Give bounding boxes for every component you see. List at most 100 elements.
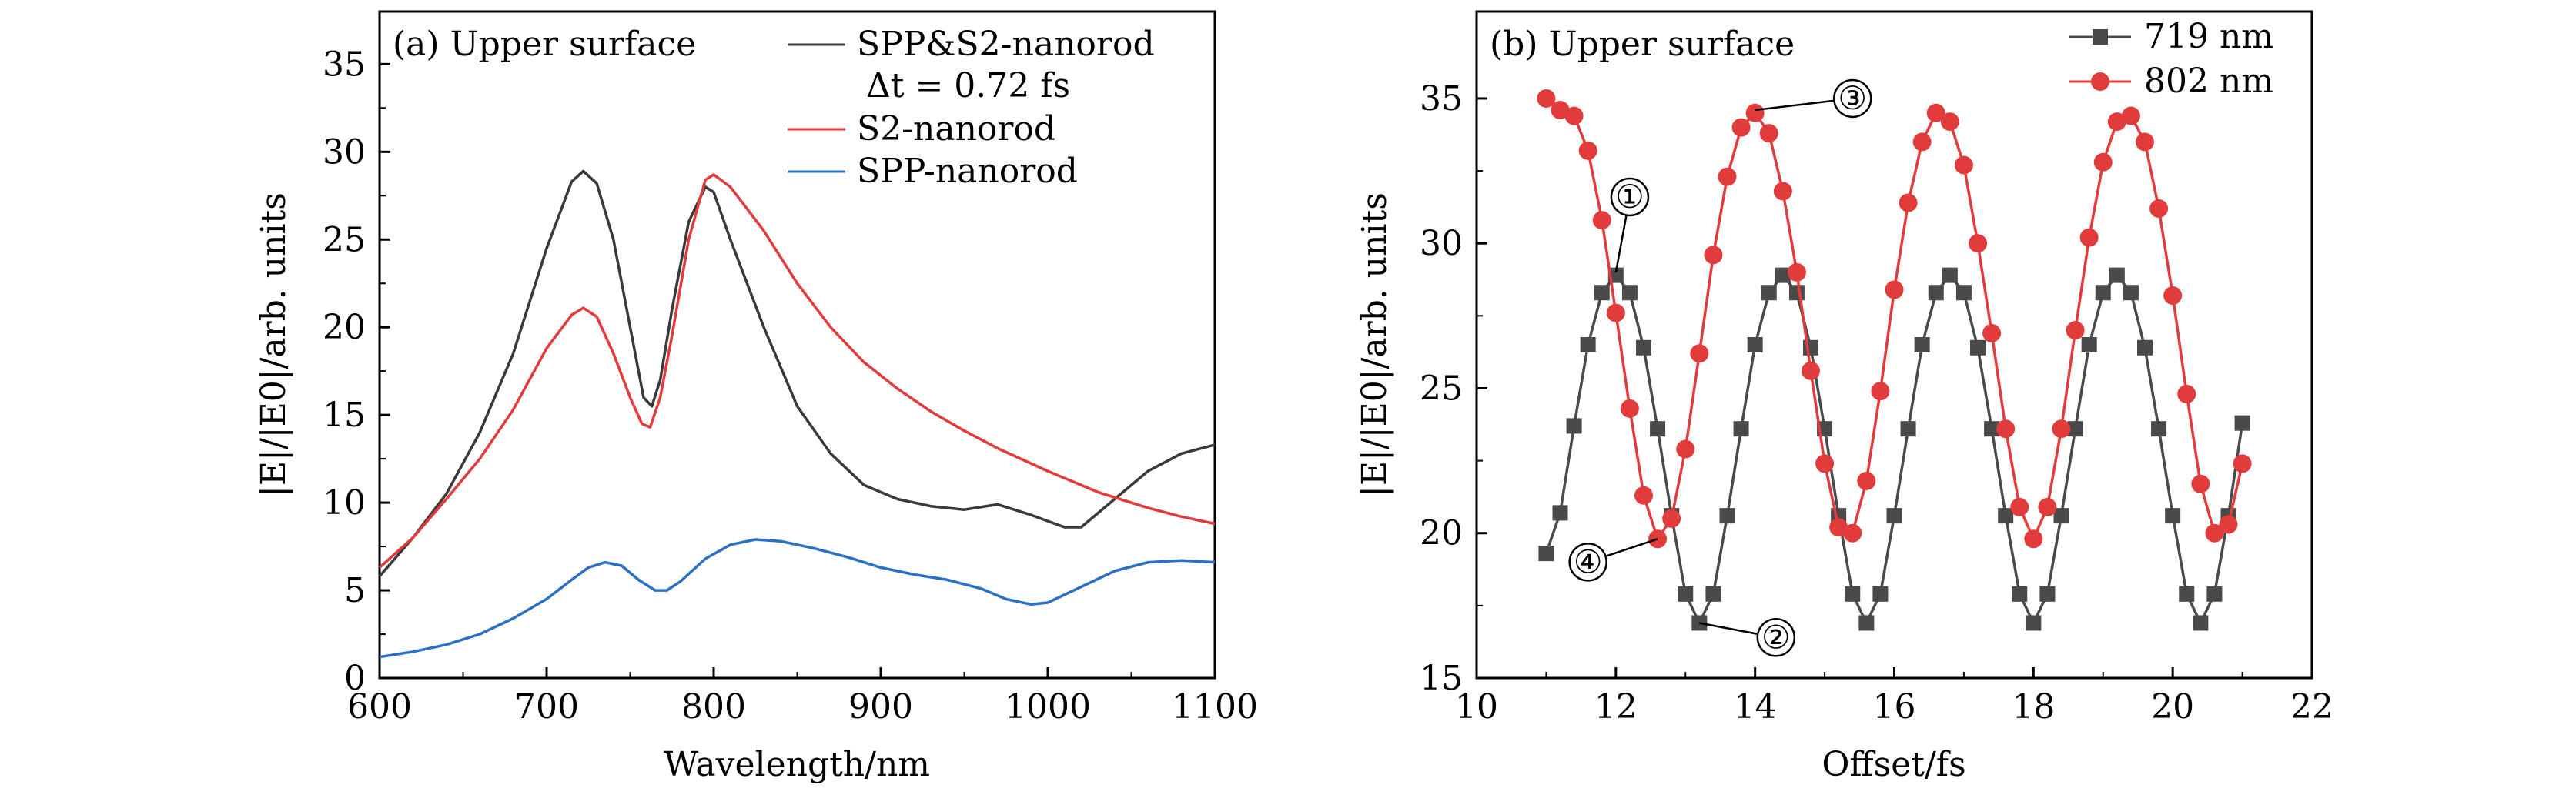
panel-b-series-1-point-13 <box>1718 167 1737 186</box>
annotation-label-3: ④ <box>1574 543 1603 580</box>
panel-a-legend: SPP&S2-nanorod Δt = 0.72 fs S2-nanorod S… <box>788 25 1155 191</box>
panel-b-title: (b) Upper surface <box>1490 25 1795 64</box>
panel-a-ytick-label-2: 10 <box>323 483 366 523</box>
panel-a-series-line-0 <box>378 169 1216 577</box>
panel-b-series-1-point-17 <box>1773 182 1792 201</box>
panel-b-series-0-point-13 <box>1719 508 1735 524</box>
panel-a-ticks: 600 700 800 900 1000 1100 0 5 10 15 20 25 30 35 <box>323 45 1258 727</box>
panel-b-series-0-point-26 <box>1900 421 1916 437</box>
panel-b-series-0-point-42 <box>2123 285 2139 301</box>
panel-b-series-1-point-10 <box>1676 439 1695 459</box>
panel-b-xtick-label-1: 12 <box>1594 687 1638 727</box>
annotation-circle-1 <box>1756 618 1796 657</box>
panel-b-series-1-point-11 <box>1690 344 1709 363</box>
annotation-circle-0 <box>1610 177 1650 217</box>
panel-b-series-0-point-38 <box>2067 421 2083 437</box>
panel-b-series-0-point-4 <box>1594 285 1610 301</box>
panel-b-series-1-point-38 <box>2066 321 2085 340</box>
panel-b-series-0-point-31 <box>1970 339 1986 356</box>
panel-b-series-1-point-5 <box>1606 303 1625 322</box>
panel-b-xtick-label-6: 22 <box>2290 687 2333 727</box>
panel-b-series-1-point-6 <box>1620 399 1639 418</box>
panel-b-xlabel: Offset/fs <box>1822 745 1965 784</box>
panel-b-series-0-point-50 <box>2234 415 2250 431</box>
panel-a-xtick-label-4: 1000 <box>1005 687 1091 727</box>
legend-b-label-2: 802 nm <box>2144 62 2273 101</box>
panel-b-series-0-point-35 <box>2026 615 2042 631</box>
panel-a-frame <box>378 10 1216 680</box>
panel-b-series-1-point-25 <box>1885 280 1904 299</box>
panel-b-series-1-point-28 <box>1926 103 1945 122</box>
panel-b-series-0-point-36 <box>2039 586 2056 602</box>
panel-b-series-0-point-10 <box>1678 586 1694 602</box>
panel-b-series-0-point-45 <box>2165 508 2181 524</box>
panel-b-xtick-label-0: 10 <box>1455 687 1498 727</box>
panel-b-series-1-point-32 <box>1982 323 2002 342</box>
panel-b-series-1-point-46 <box>2177 385 2196 404</box>
panel-b-series-1-point-50 <box>2233 454 2252 473</box>
panel-b-series-1-point-29 <box>1940 112 1959 132</box>
panel-b-series-0-point-48 <box>2206 586 2223 602</box>
panel-b-ylabel: |E|/|E0|/arb. units <box>1355 192 1394 497</box>
annotation-circle-3 <box>1568 543 1607 582</box>
panel-a-xtick-label-5: 1100 <box>1172 687 1258 727</box>
panel-b-series-1-point-9 <box>1662 509 1681 528</box>
panel-b-series-0-point-30 <box>1955 285 1972 301</box>
panel-a-series-line-1 <box>378 173 1216 569</box>
panel-b-series-1-point-43 <box>2136 132 2154 152</box>
panel-b-series-1-point-33 <box>1996 419 2016 439</box>
panel-a-ytick-label-6: 30 <box>323 132 366 172</box>
legend-b-marker-2 <box>2091 72 2109 91</box>
panel-b-ytick-label-3: 30 <box>1420 224 1463 263</box>
panel-a-ytick-label-7: 35 <box>323 45 366 84</box>
panel-b-series-1-point-35 <box>2024 529 2043 549</box>
panel-b-series-0-point-32 <box>1984 421 2000 437</box>
panel-b-series-1-point-3 <box>1578 141 1597 160</box>
panel-b-series-1-point-7 <box>1634 486 1653 505</box>
legend-a-label-1: SPP&S2-nanorod <box>857 25 1155 64</box>
panel-b-series-0-point-25 <box>1886 508 1902 524</box>
panel-a-ytick-label-1: 5 <box>344 571 366 610</box>
panel-b-series-0-point-37 <box>2053 508 2069 524</box>
panel-b-series-0-point-0 <box>1538 546 1554 562</box>
panel-b-series-1-point-34 <box>2010 497 2029 516</box>
panel-b-series-0-point-12 <box>1705 586 1721 602</box>
panel-a-series-line-2 <box>379 538 1216 659</box>
legend-b-marker-1 <box>2093 29 2108 45</box>
panel-b-series-0-point-8 <box>1650 421 1666 437</box>
panel-a-xtick-label-0: 600 <box>347 687 412 727</box>
panel-b-series-0-point-39 <box>2081 337 2097 352</box>
panel-a-ytick-label-5: 25 <box>323 220 366 259</box>
panel-a-xlabel: Wavelength/nm <box>664 745 930 784</box>
panel-b-series-0-point-27 <box>1914 337 1930 352</box>
panel-b-series-1-point-47 <box>2191 474 2210 493</box>
panel-b-series-1-point-24 <box>1871 382 1890 401</box>
panel-a-ytick-label-4: 20 <box>323 308 366 347</box>
panel-b-series-1-point-23 <box>1857 471 1876 490</box>
legend-b-label-1: 719 nm <box>2144 17 2273 56</box>
panel-b-series-1-point-12 <box>1704 246 1723 265</box>
panel-b-series-0-point-15 <box>1747 337 1763 352</box>
panel-b-series-1-point-37 <box>2052 419 2071 439</box>
panel-b-series-0-point-28 <box>1928 285 1944 301</box>
panel-b-series-1-point-4 <box>1592 211 1611 230</box>
panel-b-series-1-point-45 <box>2163 286 2183 305</box>
panel-b-series-0-point-46 <box>2179 586 2195 602</box>
panel-b-series-1-point-2 <box>1564 106 1584 125</box>
annotation-label-1: ② <box>1761 618 1791 656</box>
panel-b-series-0-point-2 <box>1566 418 1582 434</box>
panel-b-annotations: ① ② ③ ④ <box>1568 78 1872 657</box>
panel-b-series-0-point-24 <box>1872 586 1889 602</box>
panel-b-series-1-point-21 <box>1829 518 1848 537</box>
legend-a-label-1b: Δt = 0.72 fs <box>866 66 1070 105</box>
panel-b-series-1-point-22 <box>1843 523 1862 543</box>
panel-b-series-1-point-19 <box>1802 361 1820 380</box>
annotation-label-0: ① <box>1615 178 1644 215</box>
panel-b-series-1-point-20 <box>1815 454 1835 473</box>
panel-a-ylabel: |E|/|E0|/arb. units <box>254 192 293 497</box>
panel-b-series-0-point-40 <box>2095 285 2111 301</box>
panel-b-xtick-label-2: 14 <box>1734 687 1777 727</box>
panel-b-series-1-point-39 <box>2079 228 2099 247</box>
panel-a-ytick-label-0: 0 <box>344 659 366 698</box>
panel-b-series-0-point-16 <box>1761 285 1777 301</box>
